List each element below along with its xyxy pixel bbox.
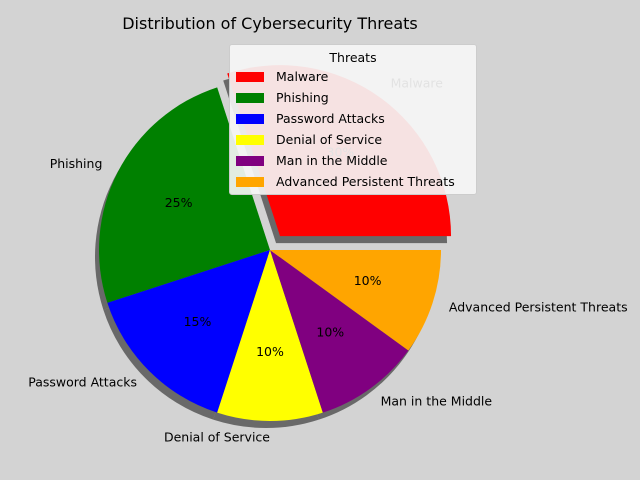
legend-item-phishing: Phishing (236, 88, 329, 108)
slice-man-in-the-middle (270, 250, 409, 413)
slice-advanced-persistent-threats (270, 250, 441, 351)
legend-label-advanced-persistent-threats: Advanced Persistent Threats (276, 174, 455, 189)
label-denial-of-service: Denial of Service (164, 430, 270, 445)
legend-swatch-phishing (236, 93, 264, 103)
pct-denial-of-service: 10% (256, 344, 284, 359)
label-advanced-persistent-threats: Advanced Persistent Threats (449, 300, 628, 315)
pct-password-attacks: 15% (184, 314, 212, 329)
label-phishing: Phishing (50, 156, 103, 171)
label-password-attacks: Password Attacks (28, 375, 137, 390)
legend-label-phishing: Phishing (276, 90, 329, 105)
legend-swatch-password-attacks (236, 114, 264, 124)
slice-denial-of-service (217, 250, 323, 421)
legend-title: Threats (329, 50, 377, 65)
slice-password-attacks (107, 250, 271, 413)
pct-man-in-the-middle: 10% (316, 325, 344, 340)
legend-swatch-denial-of-service (236, 135, 264, 145)
legend-item-man-in-the-middle: Man in the Middle (236, 151, 388, 171)
legend-swatch-advanced-persistent-threats (236, 177, 264, 187)
legend: Threats Malware Phishing Password Attacks D… (229, 44, 477, 195)
legend-item-password-attacks: Password Attacks (236, 109, 385, 129)
legend-label-password-attacks: Password Attacks (276, 111, 385, 126)
legend-label-denial-of-service: Denial of Service (276, 132, 383, 147)
legend-item-denial-of-service: Denial of Service (236, 130, 382, 150)
legend-swatch-malware (236, 72, 264, 82)
chart-title: Distribution of Cybersecurity Threats (122, 14, 418, 33)
legend-item-malware: Malware (236, 67, 328, 87)
slice-phishing (99, 87, 270, 303)
slice-percent-labels: 30%25%15%10%10%10% (165, 145, 382, 359)
label-man-in-the-middle: Man in the Middle (381, 394, 493, 409)
legend-label-malware: Malware (276, 69, 329, 84)
legend-swatch-man-in-the-middle (236, 156, 264, 166)
pct-phishing: 25% (165, 195, 193, 210)
legend-label-man-in-the-middle: Man in the Middle (276, 153, 388, 168)
legend-item-advanced-persistent-threats: Advanced Persistent Threats (236, 172, 455, 192)
pct-advanced-persistent-threats: 10% (354, 273, 382, 288)
